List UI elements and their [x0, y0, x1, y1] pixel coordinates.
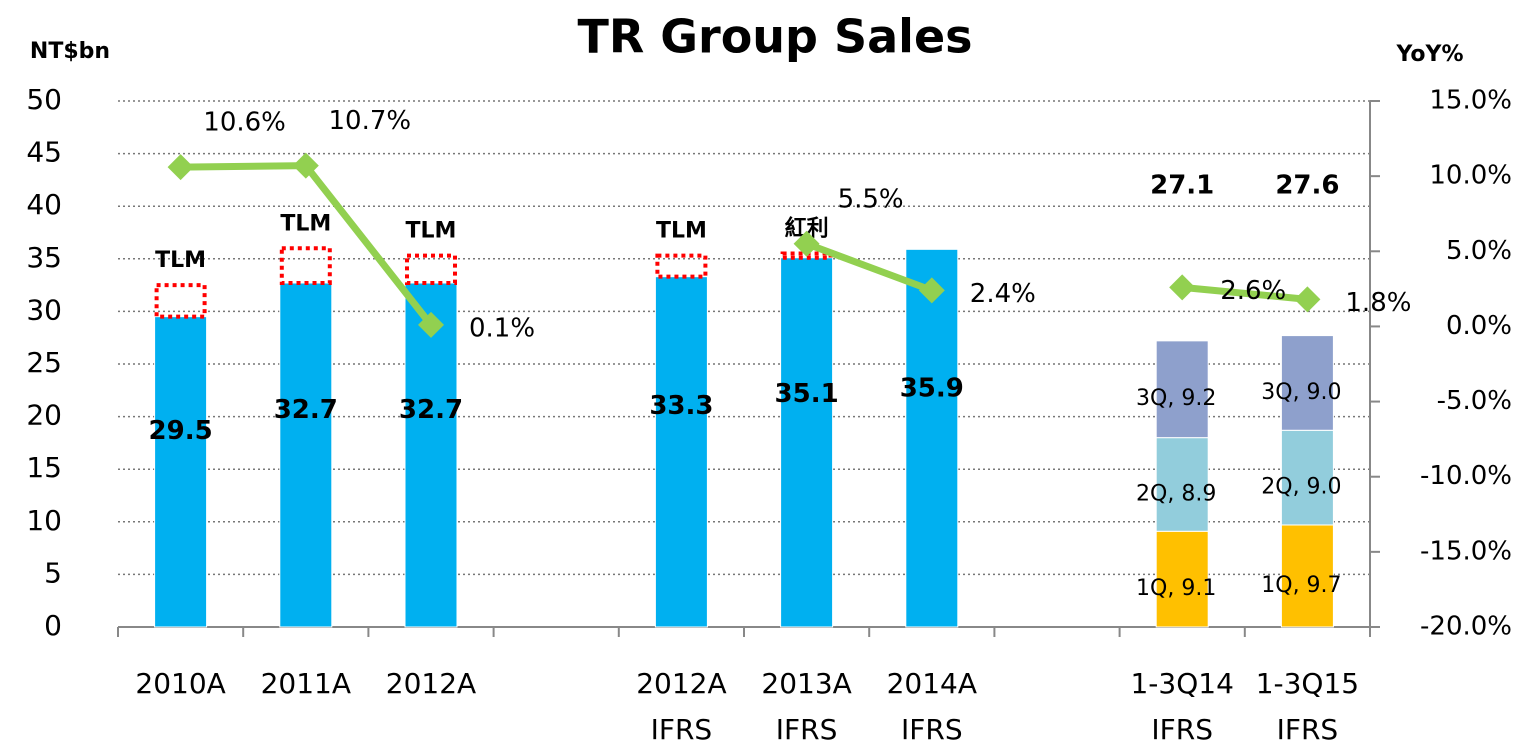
line-marker	[918, 277, 945, 304]
bar	[154, 316, 208, 628]
bar	[279, 282, 333, 628]
data-label: 35.1	[775, 379, 839, 409]
line	[180, 162, 1308, 328]
bar-annotation: TLM	[406, 219, 457, 244]
y-tick-label: 30	[26, 293, 62, 326]
y-tick-label: 40	[26, 188, 62, 221]
bar	[654, 276, 708, 628]
line-label: 2.4%	[970, 279, 1036, 309]
bar	[1280, 524, 1334, 628]
bar	[1155, 340, 1209, 439]
x-tick-label: 2014A	[887, 667, 977, 700]
y-tick-label: 5	[44, 556, 62, 589]
line-marker	[1294, 286, 1321, 313]
x-tick-note: IFRS	[776, 713, 838, 744]
chart-title: TR Group Sales	[577, 10, 972, 64]
y-tick-label: 50	[26, 83, 62, 116]
bar	[404, 282, 458, 628]
line-label: 10.6%	[203, 108, 286, 138]
line-label: 0.1%	[469, 313, 535, 343]
y2-tick-label: 10.0%	[1429, 161, 1512, 191]
line-marker	[793, 230, 820, 257]
y2-tick-label: 5.0%	[1446, 236, 1512, 266]
data-label: 29.5	[149, 416, 213, 446]
line-marker	[1169, 274, 1196, 301]
data-label: 33.3	[649, 391, 713, 421]
bar-segment	[154, 283, 207, 319]
line-marker	[292, 152, 319, 179]
bar-segment	[655, 253, 708, 279]
x-tick-label: 2010A	[135, 667, 225, 700]
y-tick-label: 10	[26, 504, 62, 537]
bar	[1280, 335, 1334, 431]
line-label: 10.7%	[328, 106, 411, 136]
line-label: 1.8%	[1345, 288, 1411, 318]
bar	[780, 257, 834, 628]
line-label: 5.5%	[838, 184, 904, 214]
x-tick-note: IFRS	[1277, 713, 1339, 744]
y2-tick-label: 15.0%	[1429, 86, 1512, 116]
y-axis-label: NT$bn	[30, 39, 110, 64]
line-marker	[418, 311, 444, 338]
bar	[905, 248, 959, 628]
y2-tick-label: -5.0%	[1437, 386, 1512, 416]
x-tick-label: 2012A	[636, 667, 726, 700]
x-tick-label: 2011A	[261, 667, 351, 700]
x-tick-label: 2013A	[761, 667, 851, 700]
y2-tick-label: -10.0%	[1420, 461, 1512, 491]
bar-segment	[405, 253, 457, 285]
data-label: 32.7	[399, 395, 463, 425]
y-tick-label: 25	[26, 346, 62, 379]
data-label: 2Q, 8.9	[1136, 481, 1216, 506]
bar-annotation: TLM	[656, 219, 707, 244]
bar	[1280, 429, 1334, 526]
data-label: 35.9	[900, 374, 964, 404]
y2-tick-label: 0.0%	[1446, 311, 1512, 341]
data-label: 3Q, 9.2	[1136, 386, 1216, 411]
data-label: 3Q, 9.0	[1261, 380, 1341, 405]
y2-tick-label: -15.0%	[1420, 536, 1512, 566]
x-tick-label: 2012A	[386, 667, 476, 700]
line-marker	[167, 154, 194, 181]
y-tick-label: 35	[26, 241, 62, 274]
x-tick-label: 1-3Q15	[1256, 667, 1359, 700]
y-tick-label: 45	[26, 136, 62, 169]
line-label: 2.6%	[1220, 276, 1286, 306]
total-label: 27.1	[1150, 171, 1214, 201]
y2-tick-label: -20.0%	[1420, 612, 1512, 642]
y2-axis-label: YoY%	[1396, 42, 1464, 67]
bar	[1155, 530, 1209, 628]
y-tick-label: 15	[26, 451, 62, 484]
data-label: 1Q, 9.1	[1136, 576, 1216, 601]
bar-annotation: TLM	[280, 211, 331, 236]
x-tick-label: 1-3Q14	[1130, 667, 1233, 700]
y-tick-label: 20	[26, 399, 62, 432]
y-tick-label: 0	[44, 609, 62, 642]
data-label: 32.7	[274, 395, 338, 425]
data-label: 1Q, 9.7	[1261, 573, 1341, 598]
bar-annotation: TLM	[155, 248, 206, 273]
data-label: 2Q, 9.0	[1261, 475, 1341, 500]
total-label: 27.6	[1275, 171, 1339, 201]
x-tick-note: IFRS	[1151, 713, 1213, 744]
bar-segment	[279, 246, 332, 285]
x-tick-note: IFRS	[901, 713, 963, 744]
x-tick-note: IFRS	[651, 713, 713, 744]
